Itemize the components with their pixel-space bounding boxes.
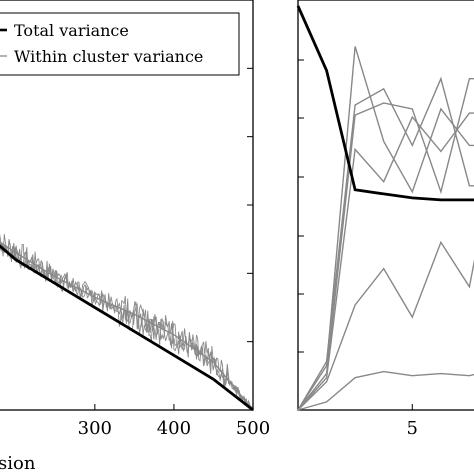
left-noise-trace-2 xyxy=(0,239,253,409)
left-plot: 300 400 500 sion Total variance Within clu… xyxy=(0,0,270,474)
right-series xyxy=(296,5,474,411)
left-series xyxy=(0,241,254,412)
right-series-cluster-4 xyxy=(297,112,474,411)
legend-label-within-cluster-variance: Within cluster variance xyxy=(14,47,203,66)
legend-label-total-variance: Total variance xyxy=(14,21,129,40)
left-x-axis-label: sion xyxy=(0,453,36,474)
legend: Total variance Within cluster variance xyxy=(0,12,240,76)
right-series-cluster-1 xyxy=(297,76,474,411)
left-x-tick-label-2: 500 xyxy=(236,418,270,439)
right-series-cluster-2 xyxy=(297,77,474,411)
right-x-ticks: 5 xyxy=(407,404,418,439)
right-series-cluster-3 xyxy=(297,46,474,411)
left-y-ticks xyxy=(247,67,253,343)
right-series-cluster-6 xyxy=(297,370,474,411)
legend-box xyxy=(0,12,240,76)
right-plot-frame xyxy=(297,0,474,411)
right-series-total-variance xyxy=(296,5,474,202)
left-noise-band xyxy=(0,233,253,411)
left-series-total-variance xyxy=(0,244,254,412)
right-y-ticks xyxy=(298,59,304,353)
left-x-ticks: 300 400 500 xyxy=(78,404,270,439)
left-x-tick-label-1: 400 xyxy=(157,418,191,439)
right-plot: 5 xyxy=(296,0,474,439)
left-series-within-cluster-variance xyxy=(0,241,254,411)
left-x-tick-label-0: 300 xyxy=(78,418,112,439)
right-x-tick-label-0: 5 xyxy=(407,418,418,439)
right-series-cluster-5 xyxy=(297,240,474,411)
